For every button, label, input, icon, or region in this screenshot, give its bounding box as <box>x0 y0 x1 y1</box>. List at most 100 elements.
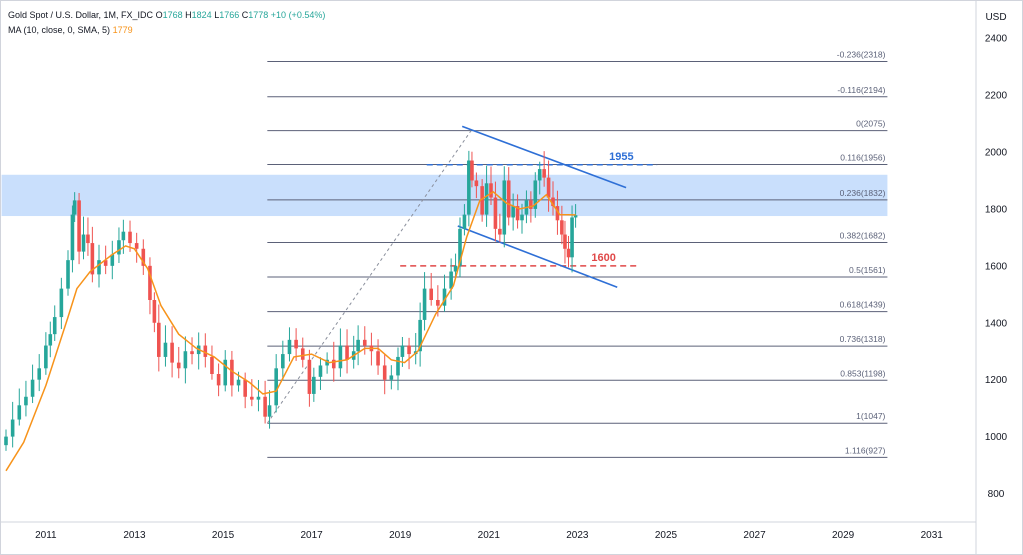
chart-legend: Gold Spot / U.S. Dollar, 1M, FX_IDC O176… <box>8 8 325 38</box>
candle-body <box>230 359 234 386</box>
candle-body <box>128 231 132 244</box>
candle-body <box>117 240 121 255</box>
candle-body <box>362 339 367 346</box>
candle-body <box>203 345 208 357</box>
candle-body <box>325 359 329 366</box>
candle-body <box>474 180 479 187</box>
candle-body <box>396 356 400 376</box>
candle-body <box>506 180 511 218</box>
fib-level-label: -0.236(2318) <box>837 49 886 59</box>
candle-body <box>458 228 462 266</box>
candle-body <box>511 206 515 218</box>
close-value: 1778 <box>248 10 269 20</box>
candle-body <box>287 339 292 355</box>
candle-body <box>542 169 546 178</box>
candle-body <box>498 228 502 235</box>
candle-body <box>81 234 86 252</box>
candle-body <box>546 177 551 198</box>
high-label: H <box>185 10 192 20</box>
legend-ma-row: MA (10, close, 0, SMA, 5) 1779 <box>8 23 325 38</box>
candle-body <box>400 345 405 357</box>
price-axis-unit: USD <box>985 12 1006 23</box>
candle-body <box>44 345 48 369</box>
candle-body <box>418 319 422 352</box>
candle-body <box>210 356 214 374</box>
candle-body <box>134 243 139 249</box>
candle-body <box>356 339 360 352</box>
high-value: 1824 <box>191 10 212 20</box>
level-1600-label: 1600 <box>591 252 615 264</box>
candle-body <box>555 206 560 221</box>
candle-body <box>70 214 75 261</box>
candle-body <box>190 351 194 355</box>
price-tick-label: 2200 <box>985 91 1008 102</box>
candle-body <box>141 248 146 266</box>
candle-body <box>59 288 64 318</box>
candle-body <box>560 220 564 235</box>
candle-body <box>152 300 157 323</box>
candle-body <box>17 405 22 420</box>
candle-body <box>312 376 316 394</box>
candle-body <box>537 169 542 181</box>
fib-level-label: 1(1047) <box>856 411 885 421</box>
candle-body <box>470 160 474 181</box>
candle-body <box>103 260 108 266</box>
candle-body <box>24 396 28 406</box>
candle-body <box>376 351 380 366</box>
candle-body <box>216 374 221 386</box>
time-tick-label: 2029 <box>832 530 855 541</box>
fib-level-label: 0.382(1682) <box>840 231 886 241</box>
candle-body <box>274 368 278 406</box>
candle-body <box>10 419 15 437</box>
change-value: +10 (+0.54%) <box>270 10 326 20</box>
fib-level-label: -0.116(2194) <box>837 85 885 95</box>
candle-body <box>422 288 427 320</box>
candle-body <box>551 197 555 207</box>
candle-body <box>176 362 181 369</box>
candle-body <box>4 436 8 446</box>
fib-level-label: 0(2075) <box>856 119 885 129</box>
price-tick-label: 1000 <box>985 432 1008 443</box>
candle-body <box>163 342 168 357</box>
candle-body <box>453 265 458 272</box>
price-tick-label: 1800 <box>985 204 1008 215</box>
candle-body <box>281 354 285 369</box>
candle-body <box>533 180 538 209</box>
resistance-zone <box>1 174 888 217</box>
candle-body <box>529 200 533 209</box>
candle-body <box>90 243 95 275</box>
low-value: 1766 <box>219 10 240 20</box>
fib-level-label: 0.618(1439) <box>840 300 886 310</box>
candle-body <box>502 180 507 235</box>
candle-body <box>407 345 411 355</box>
level-1955-label: 1955 <box>609 151 633 163</box>
price-tick-label: 1600 <box>985 261 1008 272</box>
candle-body <box>48 334 53 346</box>
fib-level-label: 0.236(1832) <box>840 188 886 198</box>
time-tick-label: 2015 <box>212 530 235 541</box>
time-tick-label: 2017 <box>300 530 323 541</box>
time-tick-label: 2027 <box>743 530 766 541</box>
candle-body <box>236 379 241 386</box>
price-tick-label: 1200 <box>985 375 1008 386</box>
candle-body <box>66 260 70 289</box>
fib-level-label: 0.116(1956) <box>840 153 885 163</box>
candle-body <box>170 342 174 363</box>
time-tick-label: 2013 <box>123 530 146 541</box>
candle-body <box>243 379 247 397</box>
candle-body <box>520 214 524 221</box>
candle-body <box>294 339 298 349</box>
fib-level-label: 1.116(927) <box>845 445 886 455</box>
candle-body <box>157 322 161 357</box>
price-tick-label: 2000 <box>985 148 1008 159</box>
candle-body <box>338 345 343 369</box>
legend-symbol-row: Gold Spot / U.S. Dollar, 1M, FX_IDC O176… <box>8 8 325 23</box>
candle-body <box>307 359 312 394</box>
ma-value: 1779 <box>112 25 133 35</box>
candle-body <box>37 368 42 380</box>
candle-body <box>436 300 440 306</box>
candle-body <box>382 365 387 380</box>
